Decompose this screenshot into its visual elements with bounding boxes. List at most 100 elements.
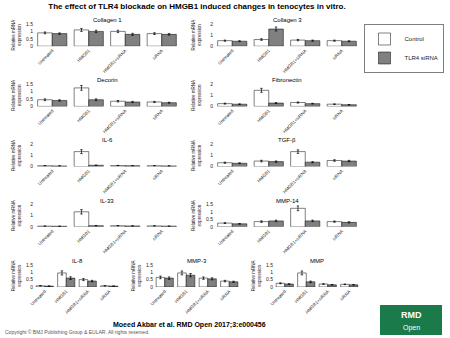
svg-text:HMGB1: HMGB1: [76, 228, 91, 243]
svg-text:HMGB1+siRNA: HMGB1+siRNA: [282, 229, 308, 255]
svg-text:0.5: 0.5: [26, 36, 33, 42]
svg-text:HMGB1+siRNA: HMGB1+siRNA: [184, 289, 210, 315]
svg-text:HMGB1: HMGB1: [54, 289, 69, 304]
svg-text:2: 2: [210, 141, 213, 147]
svg-text:Relative mRNAexpression: Relative mRNAexpression: [131, 261, 142, 292]
svg-text:HMGB1+siRNA: HMGB1+siRNA: [304, 289, 330, 315]
svg-text:siRNA: siRNA: [331, 169, 344, 182]
svg-text:1.5: 1.5: [26, 21, 33, 27]
svg-text:TLR4 siRNA: TLR4 siRNA: [405, 55, 438, 61]
svg-text:0.5: 0.5: [206, 216, 213, 222]
svg-text:RMD: RMD: [401, 310, 422, 320]
svg-text:TGF-β: TGF-β: [278, 137, 296, 143]
svg-text:Untreated: Untreated: [217, 228, 235, 246]
svg-text:Collagen 1: Collagen 1: [93, 17, 122, 23]
svg-text:Untreated: Untreated: [270, 289, 288, 307]
svg-text:Decorin: Decorin: [97, 77, 118, 83]
svg-text:1: 1: [30, 152, 33, 158]
svg-text:The effect of TLR4 blockade on: The effect of TLR4 blockade on HMGB1 ind…: [48, 2, 345, 11]
svg-text:1: 1: [270, 269, 273, 275]
svg-text:siRNA: siRNA: [151, 108, 164, 121]
svg-text:HMGB1+siRNA: HMGB1+siRNA: [102, 229, 128, 255]
svg-text:Control: Control: [405, 36, 424, 42]
svg-text:HMGB1+siRNA: HMGB1+siRNA: [282, 169, 308, 195]
svg-text:siRNA: siRNA: [151, 169, 164, 182]
svg-text:Untreated: Untreated: [217, 108, 235, 126]
svg-text:MMP-3: MMP-3: [187, 258, 207, 264]
svg-text:siRNA: siRNA: [331, 108, 344, 121]
svg-text:Open: Open: [403, 324, 420, 332]
svg-text:0.5: 0.5: [146, 276, 153, 282]
svg-text:Relative mRNAexpression: Relative mRNAexpression: [191, 20, 202, 51]
svg-text:HMGB1+siRNA: HMGB1+siRNA: [282, 108, 308, 134]
svg-text:HMGB1+siRNA: HMGB1+siRNA: [102, 108, 128, 134]
svg-text:2: 2: [210, 21, 213, 27]
svg-text:2: 2: [30, 141, 33, 147]
svg-text:1: 1: [210, 209, 213, 215]
svg-text:IL-6: IL-6: [102, 137, 113, 143]
svg-text:1: 1: [210, 152, 213, 158]
svg-text:0: 0: [210, 224, 213, 230]
svg-text:HMGB1+siRNA: HMGB1+siRNA: [64, 289, 90, 315]
svg-text:Untreated: Untreated: [30, 289, 48, 307]
svg-text:0: 0: [30, 284, 33, 290]
svg-text:0: 0: [210, 43, 213, 49]
svg-text:0: 0: [30, 103, 33, 109]
svg-text:siRNA: siRNA: [151, 229, 164, 242]
svg-text:HMGB1+siRNA: HMGB1+siRNA: [102, 169, 128, 195]
svg-text:siRNA: siRNA: [151, 48, 164, 61]
svg-text:HMGB1: HMGB1: [256, 228, 271, 243]
svg-text:IL-33: IL-33: [100, 198, 114, 204]
svg-text:0: 0: [30, 224, 33, 230]
svg-text:1: 1: [30, 88, 33, 94]
svg-text:MMP: MMP: [310, 258, 324, 264]
svg-text:Relative mRNAexpression: Relative mRNAexpression: [191, 140, 202, 171]
svg-text:1: 1: [210, 92, 213, 98]
svg-text:0: 0: [30, 163, 33, 169]
svg-text:2: 2: [30, 201, 33, 207]
svg-text:siRNA: siRNA: [339, 289, 352, 302]
svg-text:1: 1: [30, 269, 33, 275]
svg-text:HMGB1: HMGB1: [174, 289, 189, 304]
svg-text:1.5: 1.5: [26, 81, 33, 87]
svg-text:1: 1: [30, 212, 33, 218]
svg-text:1.5: 1.5: [26, 262, 33, 268]
svg-text:Relative mRNAexpression: Relative mRNAexpression: [191, 80, 202, 111]
svg-text:HMGB1+siRNA: HMGB1+siRNA: [102, 48, 128, 74]
svg-text:Relative mRNAexpression: Relative mRNAexpression: [11, 80, 22, 111]
svg-text:1: 1: [150, 269, 153, 275]
svg-text:0.5: 0.5: [266, 276, 273, 282]
svg-text:Untreated: Untreated: [217, 48, 235, 66]
svg-text:0: 0: [210, 163, 213, 169]
svg-text:Untreated: Untreated: [37, 168, 55, 186]
svg-text:0: 0: [270, 284, 273, 290]
svg-text:0.5: 0.5: [26, 96, 33, 102]
svg-text:HMGB1: HMGB1: [76, 48, 91, 63]
svg-text:0: 0: [30, 43, 33, 49]
svg-text:Relative mRNAexpression: Relative mRNAexpression: [11, 200, 22, 231]
svg-text:Untreated: Untreated: [150, 289, 168, 307]
svg-text:Untreated: Untreated: [217, 168, 235, 186]
svg-text:Fibronectin: Fibronectin: [272, 77, 302, 83]
svg-text:Copyright © BMJ Publishing Gro: Copyright © BMJ Publishing Group & EULAR…: [5, 329, 149, 335]
svg-text:HMGB1: HMGB1: [294, 289, 309, 304]
svg-text:Untreated: Untreated: [37, 108, 55, 126]
svg-text:Relative mRNAexpression: Relative mRNAexpression: [11, 140, 22, 171]
svg-text:Moeed Akbar et al. RMD Open 20: Moeed Akbar et al. RMD Open 2017;3:e0004…: [113, 321, 266, 329]
svg-text:1: 1: [30, 28, 33, 34]
svg-text:HMGB1: HMGB1: [76, 168, 91, 183]
svg-text:0: 0: [210, 103, 213, 109]
svg-text:Relative mRNAexpression: Relative mRNAexpression: [11, 20, 22, 51]
svg-text:siRNA: siRNA: [331, 48, 344, 61]
svg-text:Relative mRNAexpression: Relative mRNAexpression: [251, 261, 262, 292]
svg-text:Relative mRNAexpression: Relative mRNAexpression: [11, 261, 22, 292]
svg-text:1.5: 1.5: [266, 262, 273, 268]
svg-text:HMGB1: HMGB1: [256, 168, 271, 183]
svg-text:IL-8: IL-8: [72, 258, 83, 264]
svg-text:0: 0: [150, 284, 153, 290]
svg-text:Relative mRNAexpression: Relative mRNAexpression: [191, 200, 202, 231]
svg-text:Collagen 3: Collagen 3: [273, 17, 302, 23]
svg-text:HMGB1: HMGB1: [256, 48, 271, 63]
svg-text:1.5: 1.5: [146, 262, 153, 268]
svg-text:siRNA: siRNA: [331, 229, 344, 242]
